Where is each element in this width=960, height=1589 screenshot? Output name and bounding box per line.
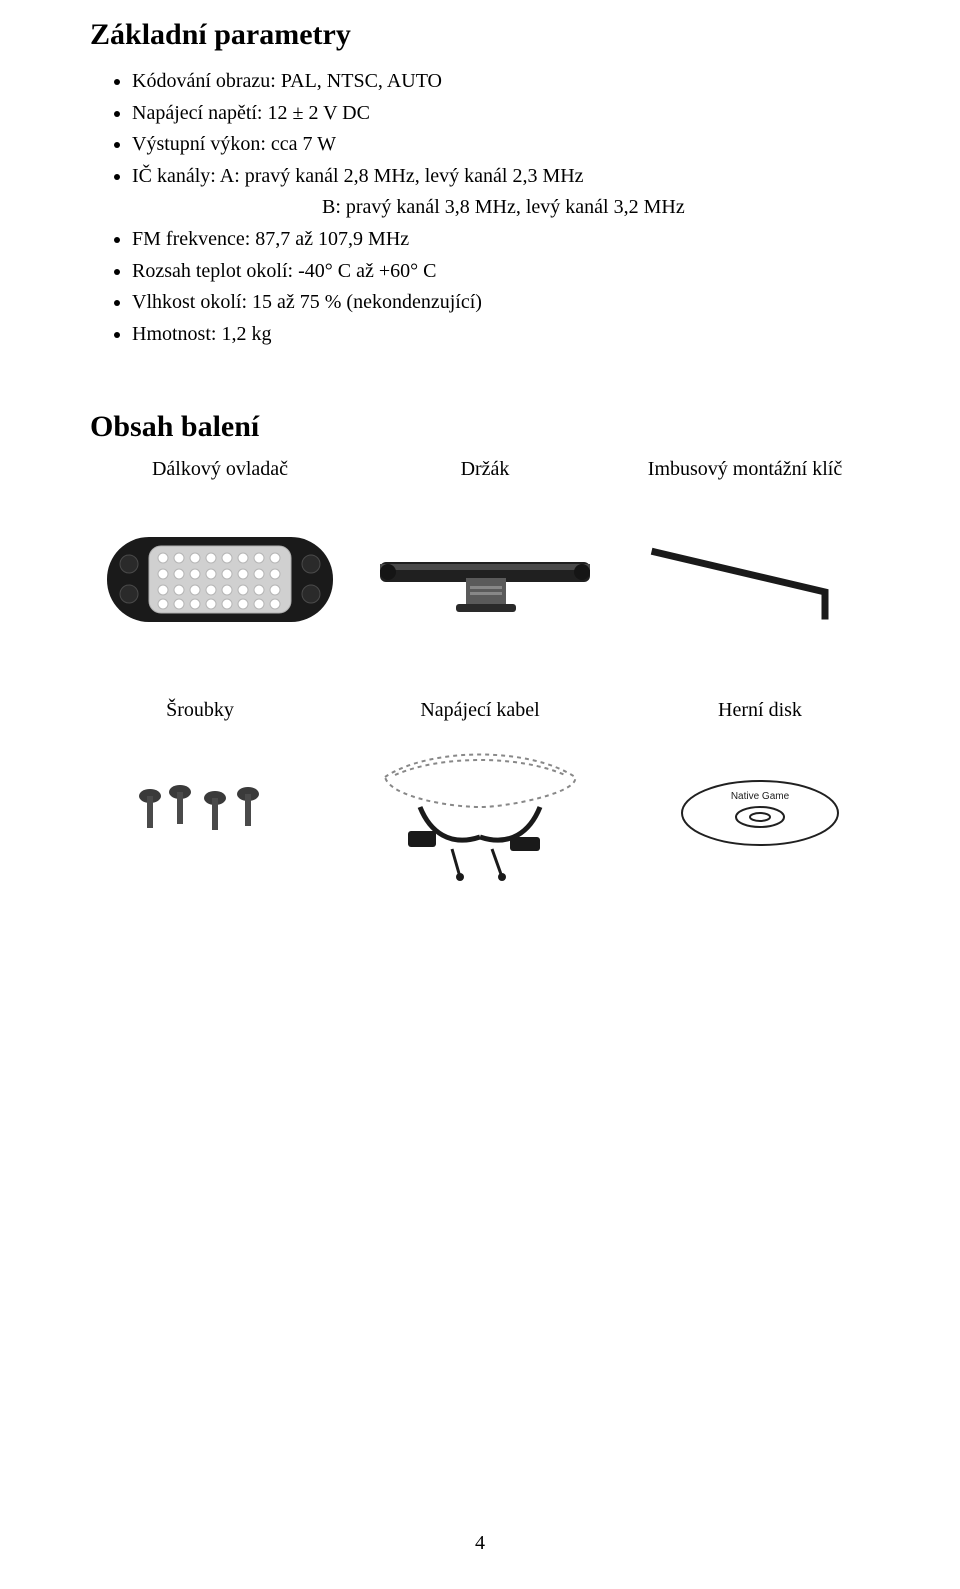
contents-label: Napájecí kabel bbox=[420, 699, 539, 722]
contents-row-2: Šroubky bbox=[90, 699, 870, 882]
param-item: FM frekvence: 87,7 až 107,9 MHz bbox=[132, 224, 870, 256]
contents-item-hexkey: Imbusový montážní klíč bbox=[620, 458, 870, 639]
contents-label: Herní disk bbox=[718, 699, 802, 722]
params-list: Kódování obrazu: PAL, NTSC, AUTO Napájec… bbox=[90, 66, 870, 350]
contents-label: Dálkový ovladač bbox=[152, 458, 288, 481]
holder-icon bbox=[370, 519, 600, 639]
page: Základní parametry Kódování obrazu: PAL,… bbox=[0, 0, 960, 1589]
param-item: Vlhkost okolí: 15 až 75 % (nekondenzujíc… bbox=[132, 287, 870, 319]
cable-icon bbox=[360, 742, 600, 882]
contents-row-1: Dálkový ovladač bbox=[90, 458, 870, 639]
hexkey-icon bbox=[635, 519, 855, 639]
param-item: Hmotnost: 1,2 kg bbox=[132, 319, 870, 351]
param-item: IČ kanály: A: pravý kanál 2,8 MHz, levý … bbox=[132, 161, 870, 224]
contents-label: Imbusový montážní klíč bbox=[648, 458, 842, 481]
remote-icon bbox=[105, 519, 335, 639]
page-number: 4 bbox=[0, 1532, 960, 1555]
contents-label: Držák bbox=[461, 458, 510, 481]
contents-label: Šroubky bbox=[166, 699, 234, 722]
contents-item-cable: Napájecí kabel bbox=[340, 699, 620, 882]
contents-item-disc: Herní disk Native Game bbox=[650, 699, 870, 882]
param-item: Kódování obrazu: PAL, NTSC, AUTO bbox=[132, 66, 870, 98]
disc-icon: Native Game bbox=[675, 768, 845, 858]
params-heading: Základní parametry bbox=[90, 18, 870, 52]
contents-heading: Obsah balení bbox=[90, 410, 870, 444]
param-item-text: IČ kanály: A: pravý kanál 2,8 MHz, levý … bbox=[132, 165, 584, 187]
disc-label-text: Native Game bbox=[731, 791, 790, 802]
screws-icon bbox=[120, 768, 280, 858]
contents-item-holder: Držák bbox=[365, 458, 605, 639]
contents-item-remote: Dálkový ovladač bbox=[90, 458, 350, 639]
contents-item-screws: Šroubky bbox=[90, 699, 310, 882]
param-subline: B: pravý kanál 3,8 MHz, levý kanál 3,2 M… bbox=[132, 192, 870, 224]
param-item: Rozsah teplot okolí: -40° C až +60° C bbox=[132, 256, 870, 288]
param-item: Napájecí napětí: 12 ± 2 V DC bbox=[132, 98, 870, 130]
param-item: Výstupní výkon: cca 7 W bbox=[132, 129, 870, 161]
